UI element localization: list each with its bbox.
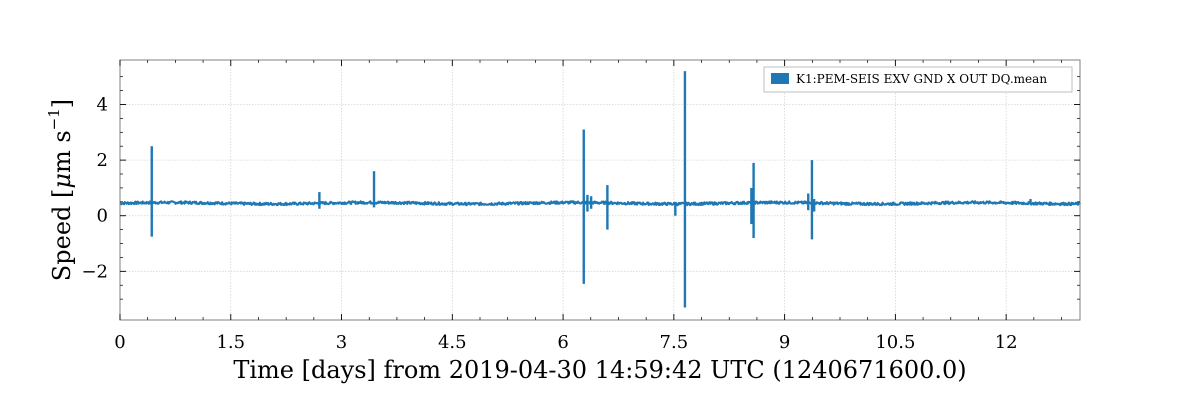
y-axis-label-suffix: ] xyxy=(48,99,76,108)
y-axis-label-mu: μ xyxy=(48,173,76,189)
x-tick-label: 6 xyxy=(557,332,568,353)
y-tick-label: 2 xyxy=(97,150,108,171)
y-tick-label: 0 xyxy=(97,206,108,227)
x-tick-label: 4.5 xyxy=(438,332,467,353)
x-tick-label: 1.5 xyxy=(216,332,245,353)
x-tick-label: 3 xyxy=(336,332,347,353)
plot-frame xyxy=(119,59,1081,321)
x-tick-label: 7.5 xyxy=(660,332,689,353)
tick-layer: 0 1.5 3 4.5 6 7.5 9 10.5 12 −2 0 2 4 xyxy=(81,60,1080,353)
x-tick-label: 0 xyxy=(114,332,125,353)
x-axis-label: Time [days] from 2019-04-30 14:59:42 UTC… xyxy=(233,356,966,384)
y-axis-label-exponent: −1 xyxy=(45,108,63,130)
legend-swatch xyxy=(771,73,789,84)
legend-entry-label: K1:PEM-SEIS EXV GND X OUT DQ.mean xyxy=(796,72,1047,86)
x-tick-label: 10.5 xyxy=(875,332,915,353)
y-axis-label-unit: m s xyxy=(48,130,76,173)
y-tick-label: −2 xyxy=(81,261,108,282)
y-tick-label: 4 xyxy=(97,94,108,115)
grid-layer xyxy=(120,60,1080,320)
legend-box xyxy=(763,66,1073,93)
x-tick-label: 12 xyxy=(995,332,1018,353)
x-tick-label: 9 xyxy=(779,332,790,353)
y-axis-label: Speed [μm s−1] xyxy=(45,99,76,281)
series-line xyxy=(119,200,1081,207)
data-layer xyxy=(119,71,1081,308)
y-axis-label-prefix: Speed [ xyxy=(48,189,76,282)
legend: K1:PEM-SEIS EXV GND X OUT DQ.mean xyxy=(763,66,1073,93)
